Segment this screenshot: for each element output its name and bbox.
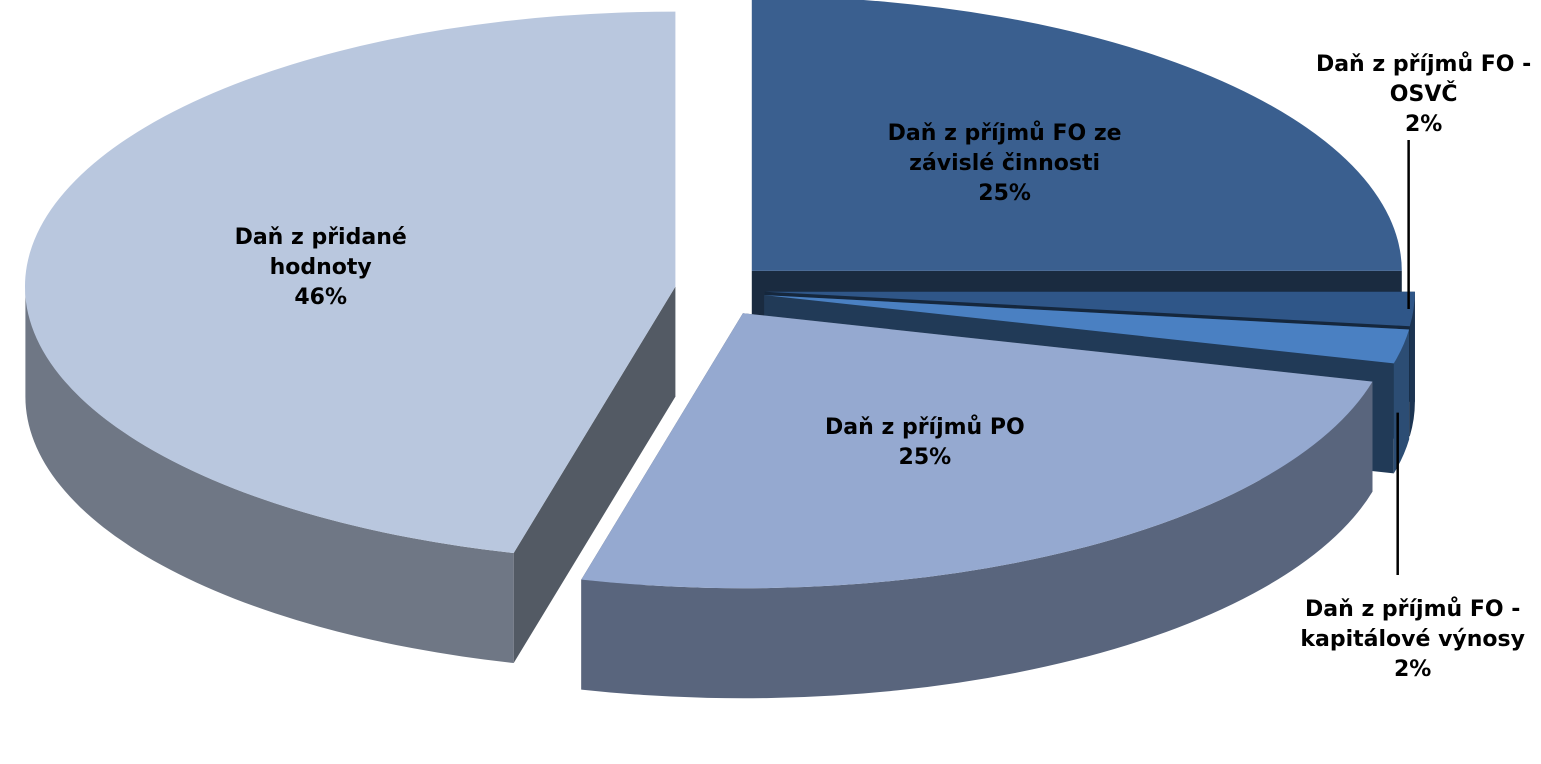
- data-label: Daň z příjmů PO 25%: [785, 413, 1065, 473]
- slice-wall: [25, 286, 514, 663]
- value-label: 46%: [294, 284, 347, 310]
- slice: [581, 313, 1373, 589]
- slice: [764, 291, 1415, 327]
- slice: [764, 295, 1410, 364]
- data-label: Daň z příjmů FO ze závislé činnosti 25%: [865, 119, 1145, 209]
- value-label: 2%: [1404, 112, 1443, 137]
- value-label: 25%: [978, 180, 1031, 206]
- data-label: Daň z příjmů FO - OSVČ 2%: [1284, 50, 1541, 140]
- category-label: Daň z příjmů FO - OSVČ: [1315, 52, 1532, 107]
- slice-wall: [581, 381, 1373, 699]
- value-label: 25%: [898, 445, 952, 471]
- category-label: Daň z přidané hodnoty: [234, 224, 407, 280]
- data-label: Daň z přidané hodnoty 46%: [181, 223, 461, 313]
- slice-wall: [1409, 291, 1415, 437]
- slice: [751, 0, 1402, 271]
- category-label: Daň z příjmů FO ze závislé činnosti: [887, 120, 1122, 176]
- data-label: Daň z příjmů FO - kapitálové výnosy 2%: [1273, 595, 1541, 685]
- category-label: Daň z příjmů FO - kapitálové výnosy: [1300, 597, 1525, 652]
- slice: [24, 11, 676, 554]
- value-label: 2%: [1394, 657, 1432, 682]
- slice-side: [513, 286, 676, 663]
- category-label: Daň z příjmů PO: [825, 415, 1025, 441]
